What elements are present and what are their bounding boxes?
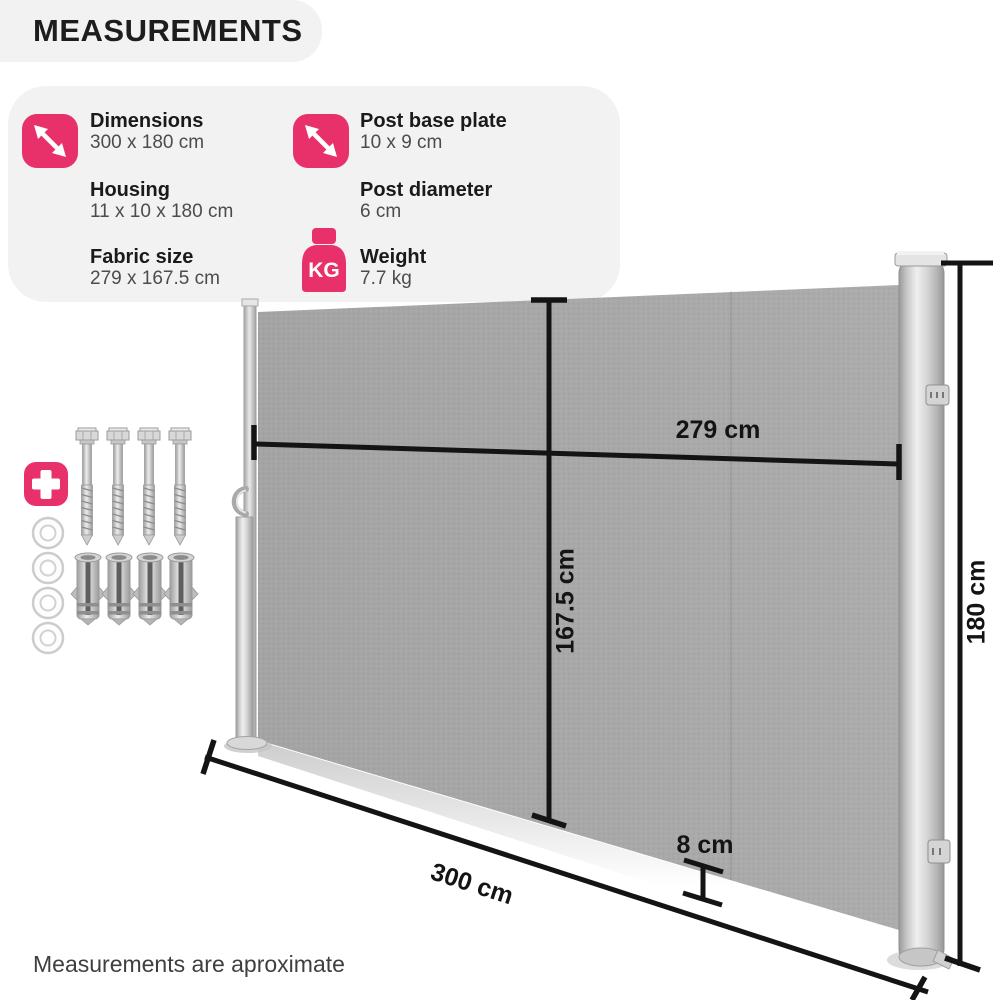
cassette-cap bbox=[241, 298, 259, 307]
spec-label: Post base plate bbox=[360, 110, 507, 132]
spec-item: Weight 7.7 kg bbox=[360, 246, 426, 290]
awning-illustration: 279 cm 167.5 cm 180 cm 300 cm 8 cm bbox=[24, 251, 993, 1000]
spec-item: Housing 11 x 10 x 180 cm bbox=[90, 179, 233, 223]
ground-shadow bbox=[258, 741, 899, 964]
post-base-plate bbox=[932, 949, 955, 970]
footnote: Measurements are aproximate bbox=[33, 951, 345, 977]
hardware-kit bbox=[24, 427, 199, 655]
spec-item: Post base plate 10 x 9 cm bbox=[360, 110, 507, 154]
label-fabric-height: 167.5 cm bbox=[552, 548, 580, 654]
label-total-width: 300 cm bbox=[427, 858, 516, 911]
cassette-foot bbox=[226, 736, 268, 750]
pull-handle bbox=[231, 486, 249, 517]
diagonal-arrows-icon bbox=[22, 114, 78, 168]
spec-value: 300 x 180 cm bbox=[90, 132, 205, 153]
title-box: MEASUREMENTS bbox=[0, 0, 322, 62]
diagonal-arrows-icon bbox=[293, 114, 349, 168]
spec-value: 6 cm bbox=[360, 201, 402, 222]
dim-line-279 bbox=[255, 441, 900, 467]
plus-icon bbox=[24, 462, 68, 506]
awning-fabric bbox=[258, 285, 899, 930]
spec-label: Weight bbox=[360, 246, 427, 268]
spec-label: Housing bbox=[90, 179, 170, 201]
spec-label: Post diameter bbox=[360, 179, 493, 201]
label-post-height: 180 cm bbox=[963, 560, 991, 645]
dim-line-300 bbox=[204, 754, 929, 995]
diagonal-arrows-glyph bbox=[305, 125, 337, 157]
dim-line-8-bottomcap bbox=[682, 890, 723, 908]
post-latch-lower bbox=[927, 839, 951, 864]
kg-text: KG bbox=[308, 259, 340, 282]
kg-weight-icon: KG bbox=[298, 228, 350, 297]
dimension-lines bbox=[200, 260, 993, 1000]
support-post bbox=[894, 251, 955, 970]
cassette-leg bbox=[235, 516, 254, 740]
kg-weight-glyph: KG bbox=[302, 228, 346, 292]
spec-panel: Dimensions 300 x 180 cm Housing 11 x 10 … bbox=[8, 86, 620, 302]
spec-label: Fabric size bbox=[90, 246, 194, 268]
label-ground-gap: 8 cm bbox=[677, 831, 734, 859]
spec-value: 11 x 10 x 180 cm bbox=[90, 201, 234, 222]
page-title: MEASUREMENTS bbox=[33, 13, 303, 48]
spec-item: Post diameter 6 cm bbox=[360, 179, 492, 223]
diagonal-arrows-glyph bbox=[34, 125, 66, 157]
post-latch-upper bbox=[925, 384, 950, 406]
spec-value: 10 x 9 cm bbox=[360, 132, 443, 153]
label-fabric-width: 279 cm bbox=[676, 416, 761, 444]
spec-item: Fabric size 279 x 167.5 cm bbox=[90, 246, 220, 290]
spec-value: 279 x 167.5 cm bbox=[90, 268, 220, 289]
spec-label: Dimensions bbox=[90, 110, 204, 132]
spec-value: 7.7 kg bbox=[360, 268, 412, 289]
cassette-profile bbox=[224, 298, 272, 753]
spec-item: Dimensions 300 x 180 cm bbox=[90, 110, 204, 154]
